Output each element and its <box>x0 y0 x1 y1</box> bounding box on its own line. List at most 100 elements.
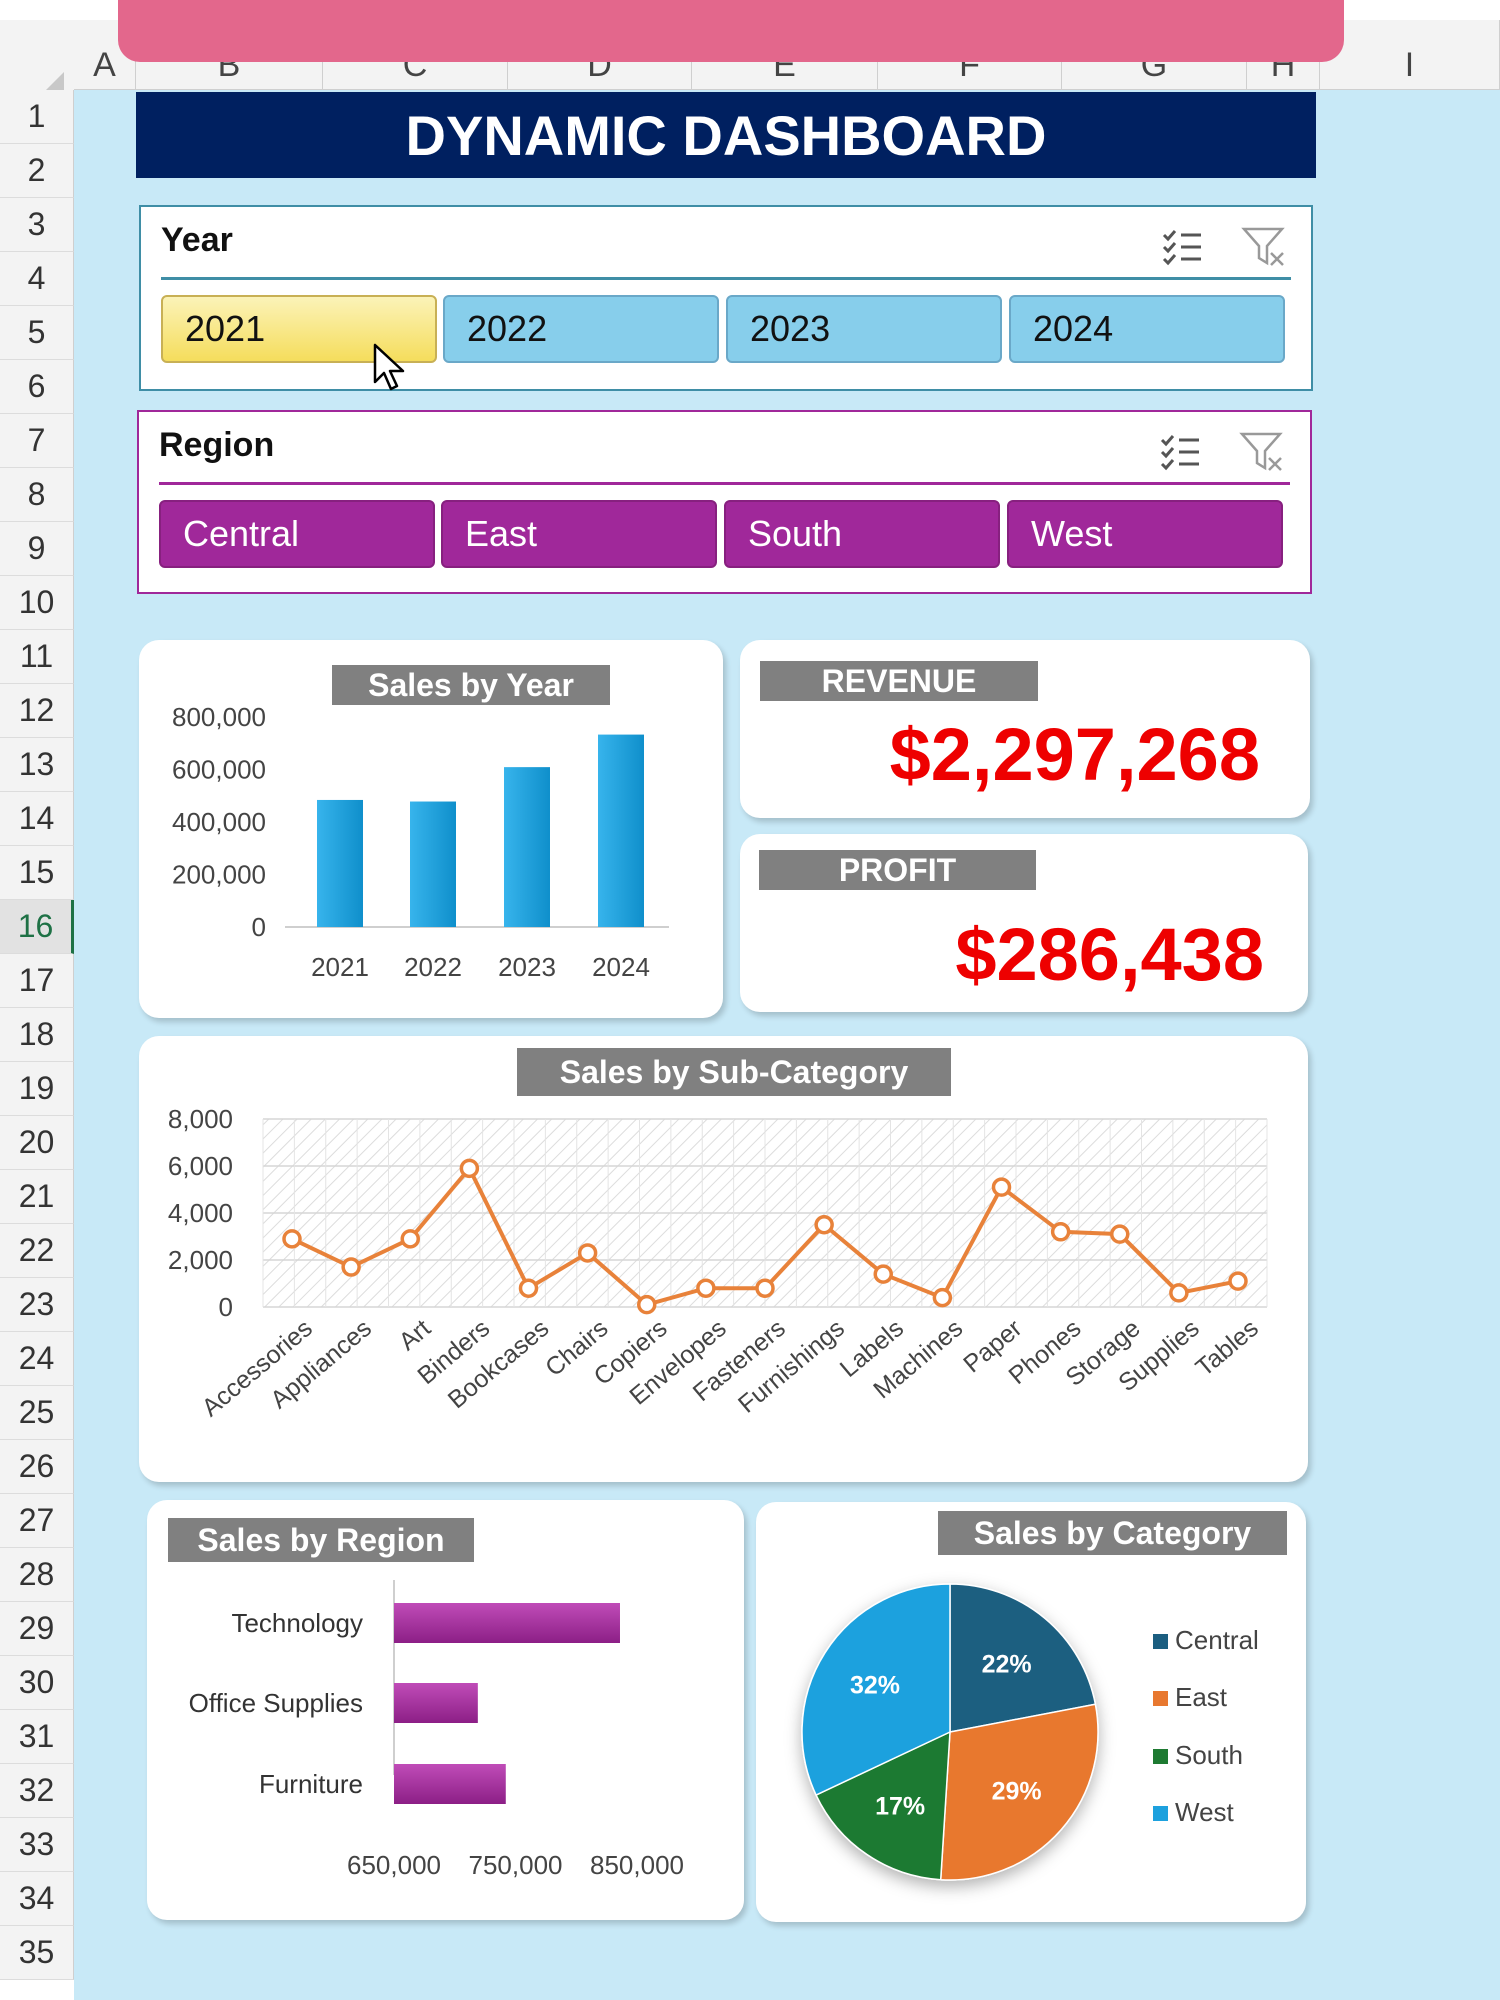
row-header-22[interactable]: 22 <box>0 1224 74 1278</box>
bar-technology[interactable] <box>394 1603 620 1643</box>
year-button-2023[interactable]: 2023 <box>726 295 1002 363</box>
row-header-30[interactable]: 30 <box>0 1656 74 1710</box>
point-bookcases[interactable] <box>518 1278 539 1298</box>
point-furnishings[interactable] <box>814 1215 834 1235</box>
row-header-4[interactable]: 4 <box>0 252 74 306</box>
point-fasteners[interactable] <box>755 1278 775 1298</box>
row-header-8[interactable]: 8 <box>0 468 74 522</box>
row-header-13[interactable]: 13 <box>0 738 74 792</box>
sales-by-region-chart[interactable]: Technology Office Supplies Furniture 650,00… <box>147 1500 744 1920</box>
legend-swatch-south <box>1153 1749 1168 1764</box>
bar-2023[interactable] <box>504 767 550 927</box>
bar-2024[interactable] <box>598 734 644 927</box>
row-header-6[interactable]: 6 <box>0 360 74 414</box>
sales-by-year-chart[interactable]: 0 200,000 400,000 600,000 800,000 2021 2022 202… <box>139 640 723 1018</box>
point-envelopes[interactable] <box>696 1278 716 1298</box>
sales-by-subcategory-card[interactable]: Sales by Sub-Category 0 2,000 4,000 6,000 8,… <box>139 1036 1308 1482</box>
legend-swatch-east <box>1153 1691 1168 1706</box>
row-header-19[interactable]: 19 <box>0 1062 74 1116</box>
row-header-1[interactable]: 1 <box>0 90 74 144</box>
sales-by-year-card[interactable]: Sales by Year 0 200,000 400,000 600,000 800,… <box>139 640 723 1018</box>
point-binders[interactable] <box>459 1158 480 1179</box>
slice-label: 32% <box>850 1671 900 1699</box>
row-header-18[interactable]: 18 <box>0 1008 74 1062</box>
slice-central[interactable] <box>949 1583 1097 1733</box>
row-header-11[interactable]: 11 <box>0 630 74 684</box>
region-button-central[interactable]: Central <box>159 500 435 568</box>
point-supplies[interactable] <box>1169 1283 1189 1303</box>
point-labels[interactable] <box>873 1264 893 1284</box>
row-header-3[interactable]: 3 <box>0 198 74 252</box>
multi-select-icon[interactable] <box>1159 430 1203 474</box>
slice-label: 17% <box>875 1792 925 1820</box>
slice-south[interactable] <box>815 1730 951 1881</box>
row-header-20[interactable]: 20 <box>0 1116 74 1170</box>
row-header-10[interactable]: 10 <box>0 576 74 630</box>
row-header-26[interactable]: 26 <box>0 1440 74 1494</box>
point-chairs[interactable] <box>577 1243 598 1263</box>
row-header-28[interactable]: 28 <box>0 1548 74 1602</box>
point-tables[interactable] <box>1228 1271 1248 1291</box>
column-header-a[interactable]: A <box>74 20 136 90</box>
row-header-23[interactable]: 23 <box>0 1278 74 1332</box>
row-header-25[interactable]: 25 <box>0 1386 74 1440</box>
row-header-35[interactable]: 35 <box>0 1926 74 1980</box>
point-storage[interactable] <box>1110 1224 1130 1244</box>
slice-west[interactable] <box>801 1583 951 1797</box>
multi-select-icon[interactable] <box>1161 225 1205 269</box>
y-tick-label: 200,000 <box>172 860 266 890</box>
region-button-east[interactable]: East <box>441 500 717 568</box>
row-header-12[interactable]: 12 <box>0 684 74 738</box>
clear-filter-icon[interactable] <box>1239 430 1287 474</box>
row-header-24[interactable]: 24 <box>0 1332 74 1386</box>
bar-furniture[interactable] <box>394 1764 506 1804</box>
bar-2022[interactable] <box>410 801 456 927</box>
sales-by-category-card[interactable]: Sales by Category 22% 29% 17% 32% Central Eas… <box>756 1502 1306 1922</box>
clear-filter-icon[interactable] <box>1241 225 1289 269</box>
row-header-15[interactable]: 15 <box>0 846 74 900</box>
year-button-2022[interactable]: 2022 <box>443 295 719 363</box>
year-button-2024[interactable]: 2024 <box>1009 295 1285 363</box>
point-machines[interactable] <box>932 1287 953 1308</box>
point-paper[interactable] <box>991 1177 1012 1197</box>
point-phones[interactable] <box>1050 1222 1071 1242</box>
region-button-west[interactable]: West <box>1007 500 1283 568</box>
sales-by-category-chart[interactable]: 22% 29% 17% 32% Central East South West <box>756 1502 1306 1922</box>
row-header-31[interactable]: 31 <box>0 1710 74 1764</box>
slice-east[interactable] <box>939 1703 1099 1881</box>
row-header-27[interactable]: 27 <box>0 1494 74 1548</box>
row-header-5[interactable]: 5 <box>0 306 74 360</box>
sales-by-category-title: Sales by Category <box>938 1511 1287 1555</box>
legend-label: Central <box>1175 1625 1259 1655</box>
row-header-29[interactable]: 29 <box>0 1602 74 1656</box>
x-tick-label: 650,000 <box>347 1850 441 1880</box>
point-copiers[interactable] <box>637 1294 657 1315</box>
row-header-7[interactable]: 7 <box>0 414 74 468</box>
select-all-corner[interactable] <box>0 20 75 102</box>
row-header-17[interactable]: 17 <box>0 954 74 1008</box>
bar-office-supplies[interactable] <box>394 1683 478 1723</box>
row-header-14[interactable]: 14 <box>0 792 74 846</box>
row-header-16[interactable]: 16 <box>0 900 74 954</box>
row-header-9[interactable]: 9 <box>0 522 74 576</box>
point-accessories[interactable] <box>282 1229 302 1249</box>
sales-by-subcategory-chart[interactable]: 02,0004,0006,0008,000AccessoriesApplianc… <box>139 1036 1308 1482</box>
bar-2021[interactable] <box>317 799 363 927</box>
y-tick-label: 800,000 <box>172 702 266 732</box>
row-header-2[interactable]: 2 <box>0 144 74 198</box>
region-button-south[interactable]: South <box>724 500 1000 568</box>
row-header-21[interactable]: 21 <box>0 1170 74 1224</box>
point-appliances[interactable] <box>341 1257 361 1277</box>
year-button-2021[interactable]: 2021 <box>161 295 437 363</box>
y-tick-label: 0 <box>252 912 266 942</box>
sales-by-region-card[interactable]: Sales by Region Technology Office Supplie… <box>147 1500 744 1920</box>
row-header-33[interactable]: 33 <box>0 1818 74 1872</box>
x-tick-label: 2024 <box>592 952 650 982</box>
region-slicer: Region Central East South West <box>137 410 1312 594</box>
region-slicer-title: Region <box>159 426 275 464</box>
row-header-32[interactable]: 32 <box>0 1764 74 1818</box>
point-art[interactable] <box>400 1229 420 1249</box>
row-header-34[interactable]: 34 <box>0 1872 74 1926</box>
revenue-label: REVENUE <box>760 661 1038 701</box>
column-header-i[interactable]: I <box>1320 20 1500 90</box>
